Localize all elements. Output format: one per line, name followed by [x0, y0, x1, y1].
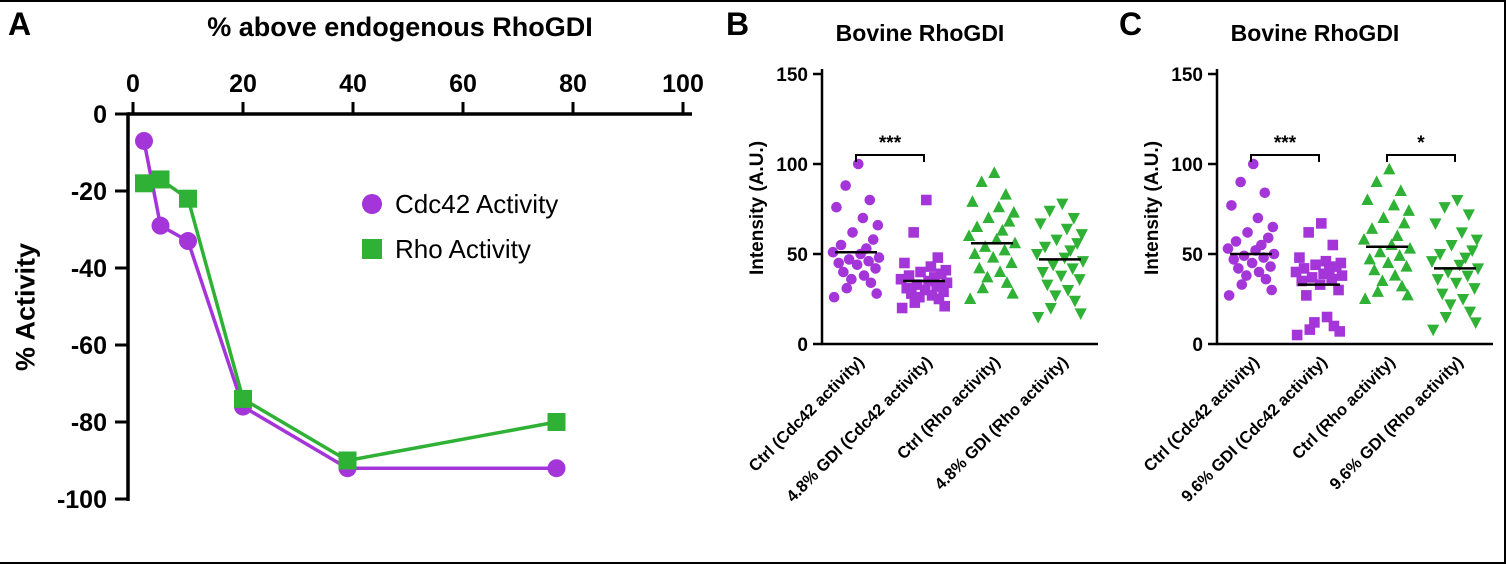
svg-text:-60: -60 — [71, 332, 107, 360]
panel-c-title: Bovine RhoGDI — [1230, 20, 1400, 46]
panel-a: A % above endogenous RhoGDI % Activity 0… — [0, 2, 710, 562]
panel-c-y-axis-title: Intensity (A.U.) — [1142, 140, 1163, 276]
line-chart-canvas: 0 20 40 60 80 100 0 -20 -40 -60 -80 -100 Cdc42 Activ… — [57, 70, 704, 514]
svg-text:-20: -20 — [71, 178, 107, 206]
svg-text:20: 20 — [229, 70, 257, 98]
panel-a-x-axis-title: % above endogenous RhoGDI — [207, 12, 593, 42]
panel-c-letter: C — [1119, 6, 1143, 42]
panel-c: C Bovine RhoGDI Intensity (A.U.) 0 50 100 1… — [1105, 2, 1504, 562]
svg-text:-80: -80 — [71, 409, 107, 437]
panel-b-y-axis-title: Intensity (A.U.) — [747, 140, 768, 276]
svg-text:-40: -40 — [71, 255, 107, 283]
svg-text:150: 150 — [1171, 65, 1203, 86]
svg-text:0: 0 — [797, 335, 808, 356]
svg-text:0: 0 — [93, 101, 107, 129]
svg-text:0: 0 — [126, 70, 140, 98]
svg-text:0: 0 — [1192, 335, 1203, 356]
svg-text:100: 100 — [776, 155, 808, 176]
svg-text:60: 60 — [449, 70, 477, 98]
svg-text:***: *** — [879, 133, 902, 154]
svg-text:Ctrl (Cdc42 activity): Ctrl (Cdc42 activity) — [1141, 353, 1263, 475]
svg-text:150: 150 — [776, 65, 808, 86]
svg-text:40: 40 — [339, 70, 367, 98]
panel-a-y-axis-title: % Activity — [10, 242, 41, 372]
svg-text:Cdc42 Activity: Cdc42 Activity — [395, 189, 558, 219]
svg-text:50: 50 — [1182, 245, 1203, 266]
panel-b: B Bovine RhoGDI Intensity (A.U.) 0 50 100 1… — [710, 2, 1105, 562]
svg-text:*: * — [1417, 133, 1425, 154]
svg-text:***: *** — [1274, 133, 1297, 154]
panel-a-letter: A — [8, 6, 32, 42]
panel-b-title: Bovine RhoGDI — [835, 20, 1005, 46]
svg-text:50: 50 — [787, 245, 808, 266]
svg-text:80: 80 — [559, 70, 587, 98]
svg-text:9.6% GDI (Rho activity): 9.6% GDI (Rho activity) — [1326, 353, 1466, 493]
svg-text:100: 100 — [1171, 155, 1203, 176]
svg-text:Rho Activity: Rho Activity — [395, 234, 531, 264]
svg-text:100: 100 — [662, 70, 704, 98]
svg-text:Ctrl (Cdc42 activity): Ctrl (Cdc42 activity) — [746, 353, 868, 475]
svg-text:9.6% GDI (Cdc42 activity): 9.6% GDI (Cdc42 activity) — [1178, 353, 1331, 506]
svg-text:4.8% GDI (Rho activity): 4.8% GDI (Rho activity) — [931, 353, 1071, 493]
svg-text:-100: -100 — [57, 486, 107, 514]
svg-text:4.8% GDI (Cdc42 activity): 4.8% GDI (Cdc42 activity) — [783, 353, 936, 506]
panel-b-letter: B — [726, 6, 750, 42]
